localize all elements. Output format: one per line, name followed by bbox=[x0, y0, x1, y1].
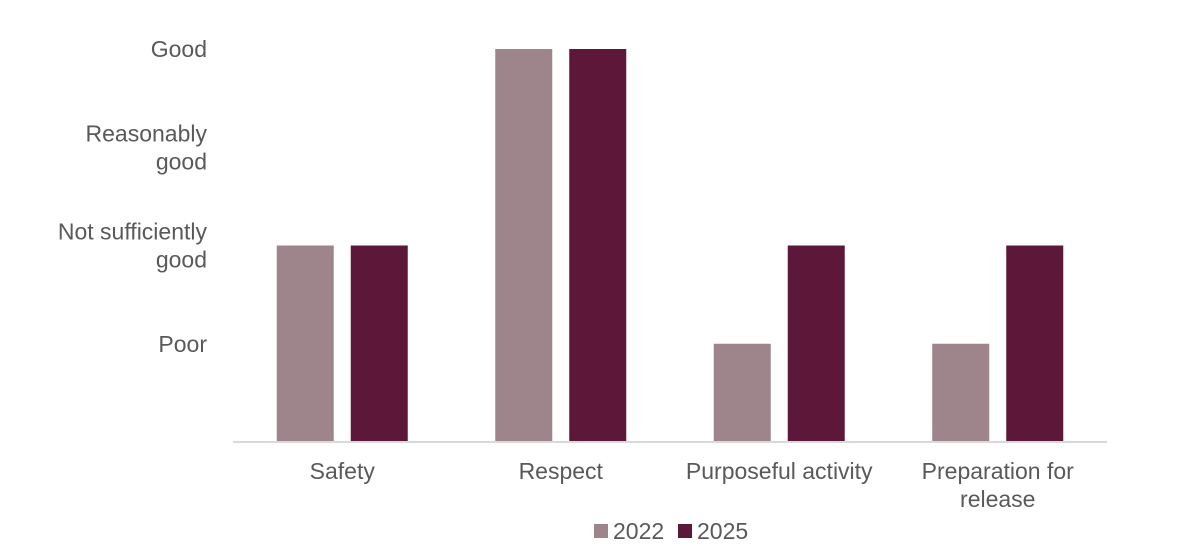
bar-2022 bbox=[276, 245, 334, 442]
x-tick-label: Preparation for release bbox=[922, 458, 1074, 512]
legend-swatch-2022 bbox=[594, 524, 608, 538]
legend: 2022 2025 bbox=[594, 518, 748, 544]
legend-label-2025: 2025 bbox=[697, 518, 748, 544]
x-axis-labels: Safety Respect Purposeful activity Preparat… bbox=[310, 458, 1075, 512]
y-axis-labels: Poor Not sufficiently good Reasonably good Go… bbox=[58, 36, 208, 357]
x-tick-label: Safety bbox=[310, 458, 376, 484]
bar-2022 bbox=[495, 49, 553, 442]
legend-label-2022: 2022 bbox=[613, 518, 664, 544]
x-tick-label: Purposeful activity bbox=[686, 458, 873, 484]
bar-2025 bbox=[1006, 245, 1064, 442]
bar-2025 bbox=[350, 245, 408, 442]
y-tick-label: Good bbox=[151, 36, 207, 62]
y-tick-label: Not sufficiently good bbox=[58, 219, 208, 273]
bar-2022 bbox=[713, 343, 771, 442]
bar-2022 bbox=[932, 343, 990, 442]
bar-2025 bbox=[787, 245, 845, 442]
y-tick-label: Reasonably good bbox=[86, 120, 208, 174]
legend-swatch-2025 bbox=[678, 524, 692, 538]
y-tick-label: Poor bbox=[158, 331, 207, 357]
bar-2025 bbox=[569, 49, 627, 442]
bars bbox=[276, 49, 1064, 442]
x-tick-label: Respect bbox=[519, 458, 604, 484]
